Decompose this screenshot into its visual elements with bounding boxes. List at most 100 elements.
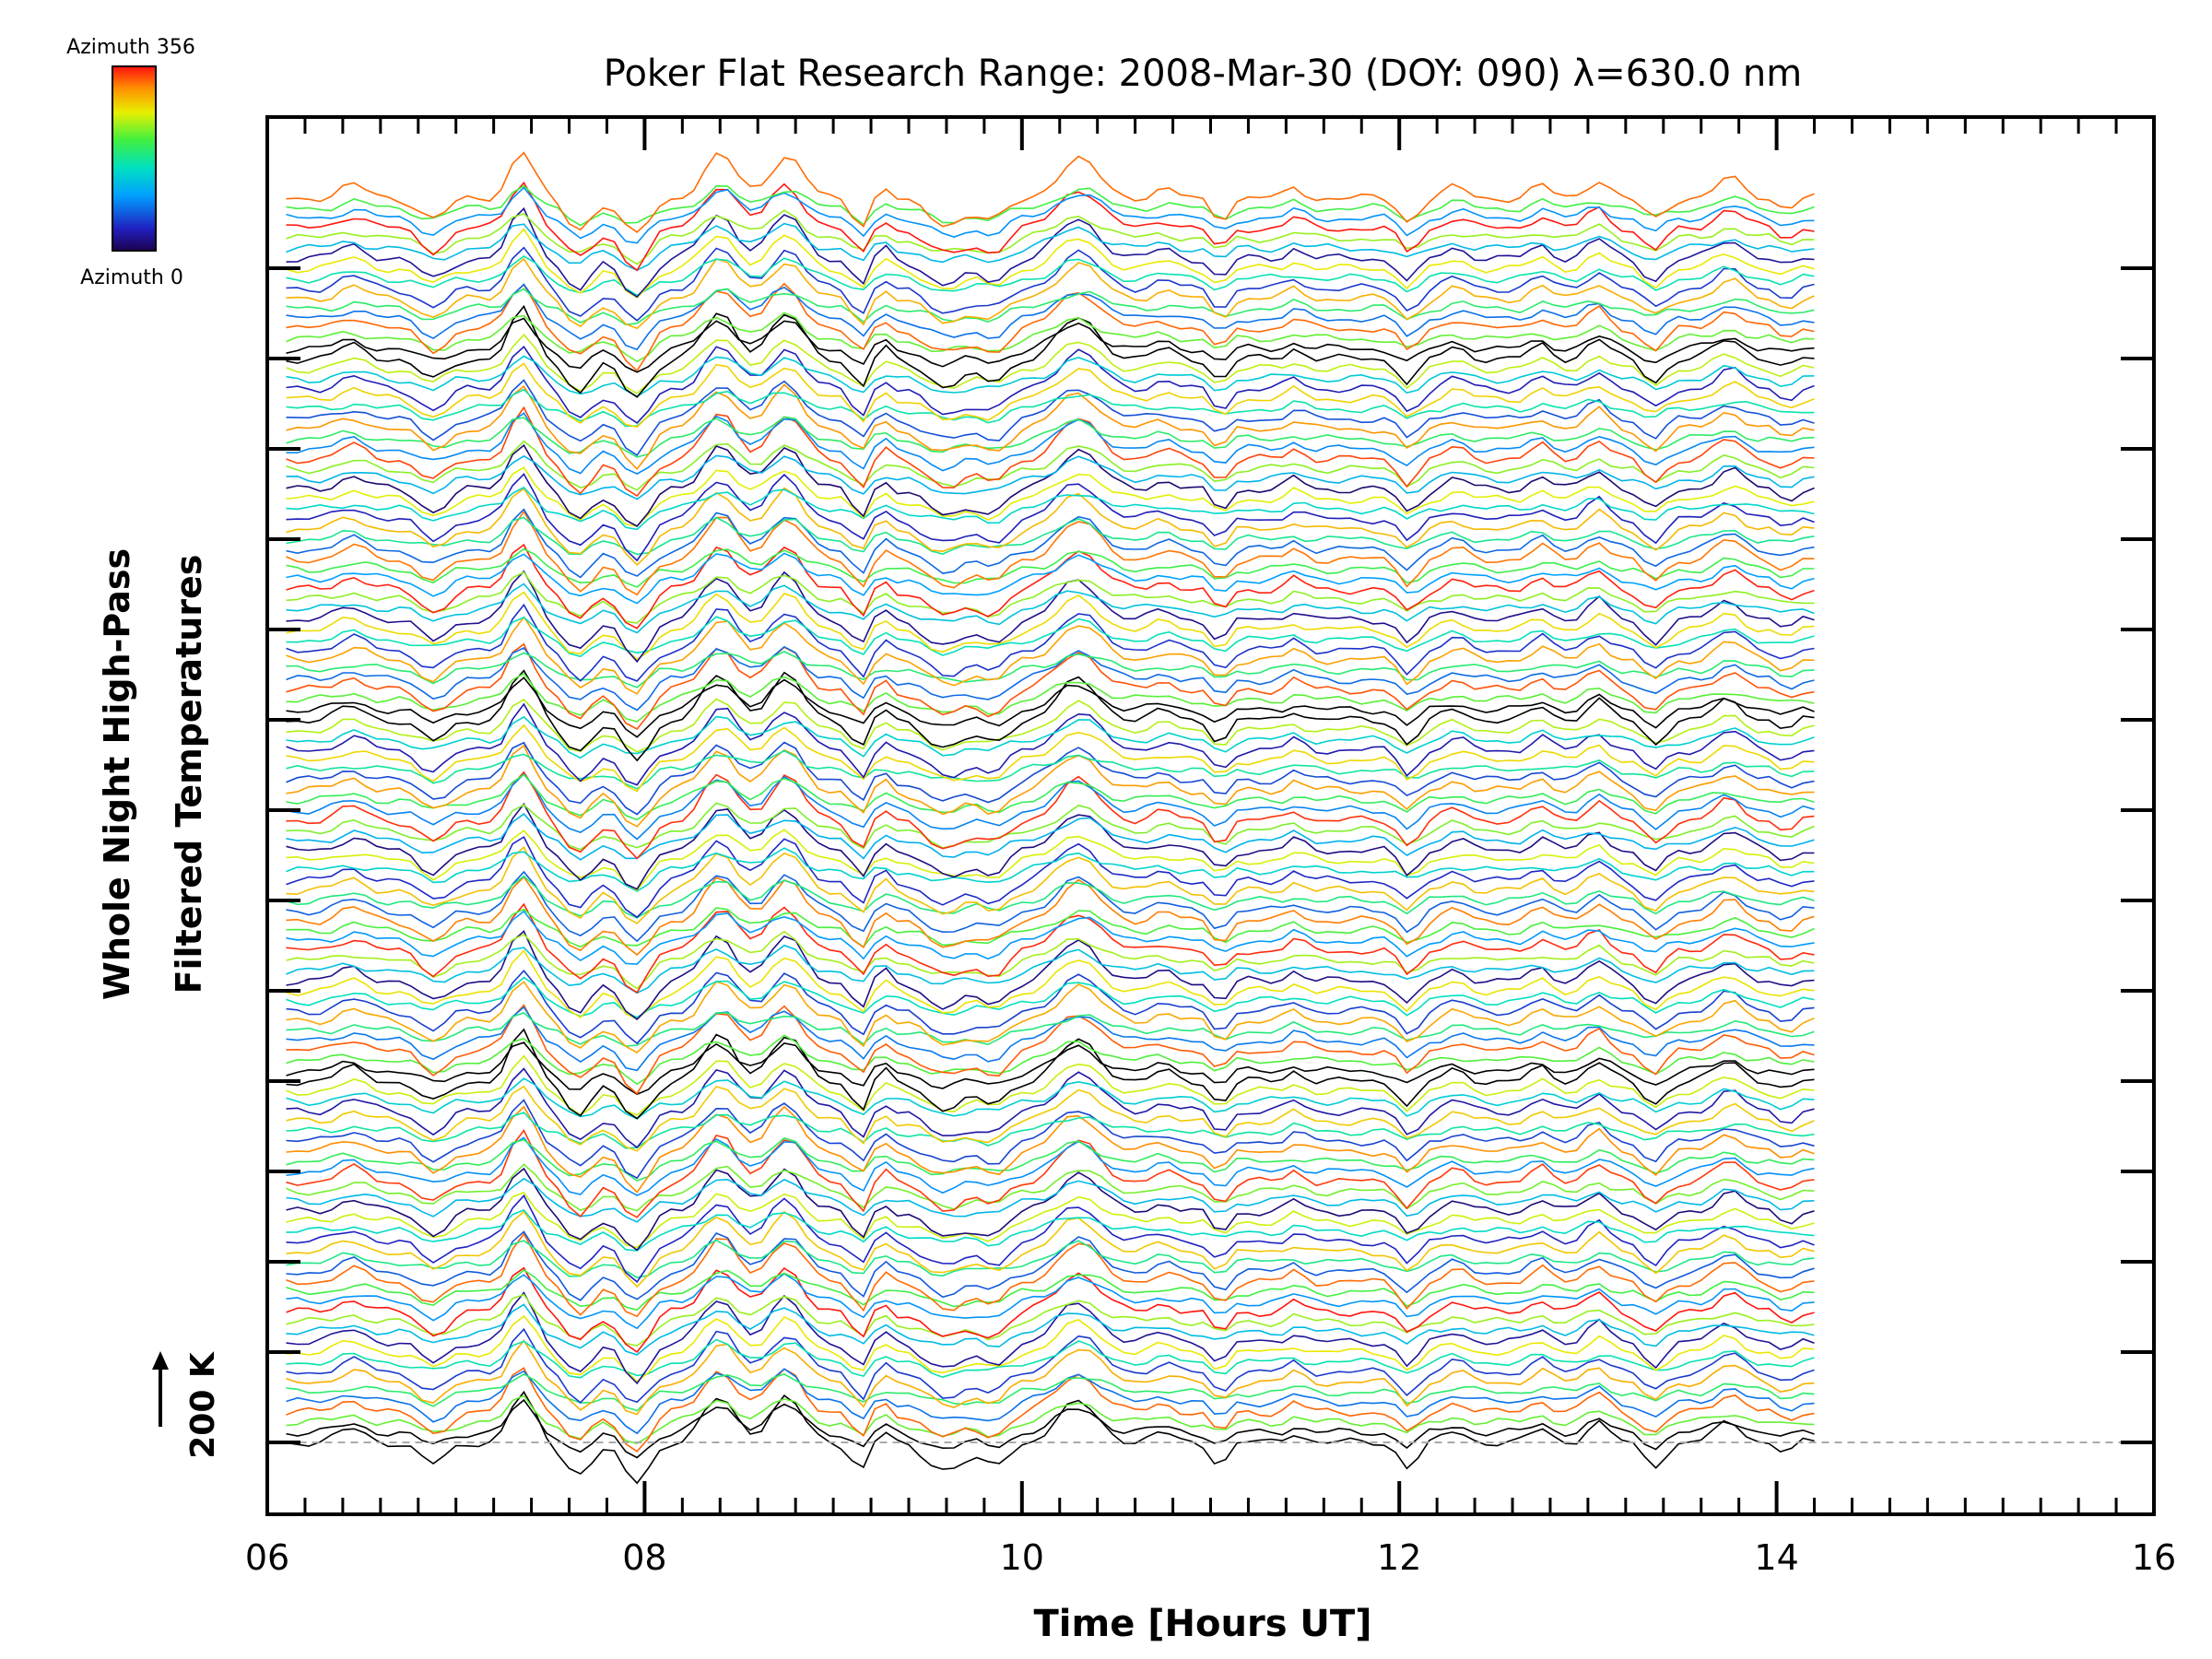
temperature-series-line — [286, 388, 1815, 428]
temperature-series-line — [286, 875, 1815, 919]
scale-arrow — [152, 1351, 169, 1427]
temperature-series-line — [286, 835, 1815, 919]
temperature-series-line — [286, 582, 1815, 634]
temperature-series-line — [286, 749, 1815, 790]
temperature-series-line — [286, 416, 1815, 458]
temperature-series-line — [286, 412, 1815, 475]
temperature-series-line — [286, 1099, 1815, 1180]
temperature-series-line — [286, 969, 1815, 1045]
temperature-series-line — [286, 486, 1815, 531]
axes-group: 06 08 10 12 14 16 — [245, 115, 2176, 1578]
temperature-series-line — [286, 246, 1815, 322]
temperature-series-line — [286, 845, 1815, 924]
temperature-series-line — [286, 209, 1815, 265]
temperature-series-line — [286, 1077, 1815, 1120]
series-group — [286, 151, 1815, 1485]
temperature-series-line — [286, 182, 1815, 272]
temperature-series-line — [286, 571, 1815, 624]
temperature-series-line — [286, 516, 1815, 556]
temperature-series-line — [286, 282, 1815, 372]
temperature-series-line — [286, 151, 1815, 233]
temperature-series-line — [286, 616, 1815, 658]
temperature-series-line — [286, 870, 1815, 943]
temperature-series-line — [286, 944, 1815, 994]
temperature-series-line — [286, 1006, 1815, 1072]
temperature-series-line — [286, 1208, 1815, 1252]
temperature-series-line — [286, 1128, 1815, 1218]
temperature-series-line — [286, 677, 1815, 738]
temperature-series-line — [286, 802, 1815, 851]
temperature-series-line — [286, 1011, 1815, 1047]
temperature-series-line — [286, 773, 1815, 821]
temperature-series-line — [286, 930, 1815, 990]
temperature-series-line — [286, 552, 1815, 605]
temperature-series-line — [286, 591, 1815, 661]
temperature-series-line — [286, 383, 1815, 471]
temperature-series-line — [286, 1394, 1815, 1445]
temperature-series-line — [286, 715, 1815, 759]
temperature-series-line — [286, 1136, 1815, 1182]
temperature-series-line — [286, 741, 1815, 816]
temperature-series-line — [286, 772, 1815, 841]
temperature-series-line — [286, 930, 1815, 1020]
temperature-series-line — [286, 1230, 1815, 1301]
temperature-series-line — [286, 1041, 1815, 1096]
temperature-series-line — [286, 1327, 1815, 1404]
temperature-series-line — [286, 206, 1815, 299]
temperature-series-line — [286, 1314, 1815, 1382]
temperature-series-line — [286, 1398, 1815, 1459]
x-tick-label: 06 — [245, 1537, 289, 1578]
temperature-series-line — [286, 222, 1815, 271]
temperature-series-line — [286, 362, 1815, 429]
temperature-series-line — [286, 976, 1815, 1018]
temperature-series-line — [286, 1367, 1815, 1453]
temperature-series-line — [286, 744, 1815, 828]
temperature-series-line — [286, 1269, 1815, 1312]
temperature-series-line — [286, 317, 1815, 373]
temperature-series-line — [286, 802, 1815, 890]
temperature-series-line — [286, 547, 1815, 588]
temperature-series-line — [286, 1303, 1815, 1356]
temperature-series-line — [286, 228, 1815, 299]
temperature-series-line — [286, 651, 1815, 688]
temperature-series-line — [286, 1191, 1815, 1249]
temperature-series-line — [286, 510, 1815, 596]
temperature-series-line — [286, 1210, 1815, 1288]
temperature-series-line — [286, 379, 1815, 456]
temperature-series-line — [286, 406, 1815, 498]
temperature-series-line — [286, 1034, 1815, 1086]
chart-title: Poker Flat Research Range: 2008-Mar-30 (… — [604, 53, 1802, 95]
temperature-series-line — [286, 1085, 1815, 1152]
temperature-series-line — [286, 345, 1815, 424]
temperature-series-line — [286, 454, 1815, 500]
temperature-series-line — [286, 1004, 1815, 1095]
temperature-series-line — [286, 771, 1815, 860]
temperature-series-line — [286, 1163, 1815, 1212]
temperature-series-line — [286, 487, 1815, 567]
colorbar — [112, 65, 157, 252]
temperature-series-line — [286, 645, 1815, 712]
scale-label: 200 K — [184, 1351, 222, 1459]
temperature-series-line — [286, 616, 1815, 695]
temperature-series-line — [286, 1054, 1815, 1116]
x-tick-label: 14 — [1754, 1537, 1798, 1578]
temperature-series-line — [286, 981, 1815, 1053]
plot-frame — [265, 115, 2156, 1516]
temperature-series-line — [286, 443, 1815, 528]
temperature-series-line — [286, 1028, 1815, 1120]
temperature-series-line — [286, 813, 1815, 861]
x-axis-label: Time [Hours UT] — [1034, 1603, 1372, 1645]
temperature-series-line — [286, 902, 1815, 994]
temperature-series-line — [286, 333, 1815, 394]
temperature-series-line — [286, 355, 1815, 398]
x-tick-label: 10 — [1000, 1537, 1044, 1578]
temperature-series-line — [286, 1232, 1815, 1318]
temperature-series-line — [286, 186, 1815, 244]
temperature-series-line — [286, 255, 1815, 297]
x-tick-label: 08 — [622, 1537, 666, 1578]
temperature-series-line — [286, 1239, 1815, 1278]
temperature-series-line — [286, 1338, 1815, 1379]
temperature-series-line — [286, 876, 1815, 957]
temperature-series-line — [286, 672, 1815, 723]
